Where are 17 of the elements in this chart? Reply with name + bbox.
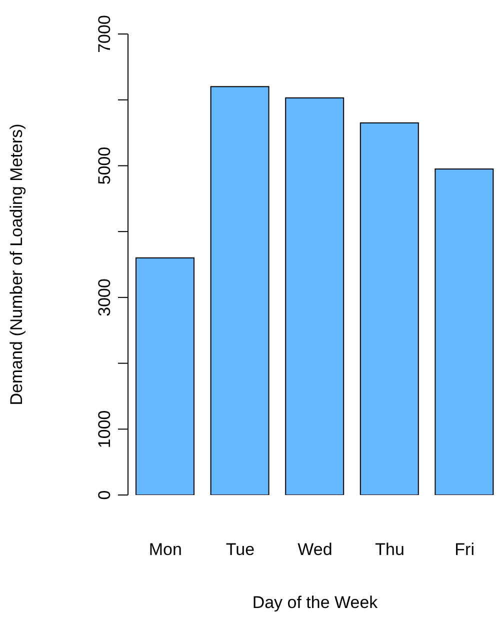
y-tick-label: 7000 <box>95 15 114 53</box>
bar <box>285 97 344 495</box>
x-tick-label: Mon <box>148 540 182 560</box>
y-tick-label: 5000 <box>95 146 114 185</box>
x-tick-label: Tue <box>226 540 255 560</box>
y-tick-label: 3000 <box>95 278 114 316</box>
bar <box>136 257 194 495</box>
bar <box>360 122 419 495</box>
x-tick-label: Fri <box>454 540 475 560</box>
bar <box>210 86 270 495</box>
x-tick-label: Thu <box>375 540 404 560</box>
y-axis-title: Demand (Number of Loading Meters) <box>7 124 26 406</box>
x-tick-label: Wed <box>298 540 332 560</box>
x-axis-title: Day of the Week <box>252 593 378 612</box>
y-tick-label: 0 <box>95 490 114 500</box>
y-tick-label: 1000 <box>95 410 114 448</box>
bar <box>434 168 494 495</box>
